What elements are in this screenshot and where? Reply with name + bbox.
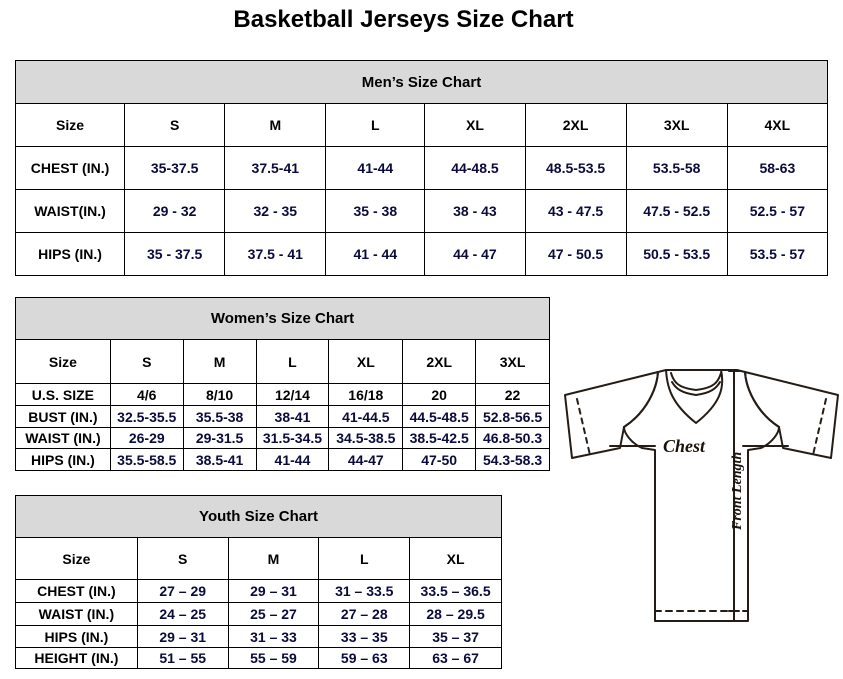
svg-text:Front Length: Front Length (730, 452, 745, 531)
svg-text:Chest: Chest (663, 436, 706, 456)
